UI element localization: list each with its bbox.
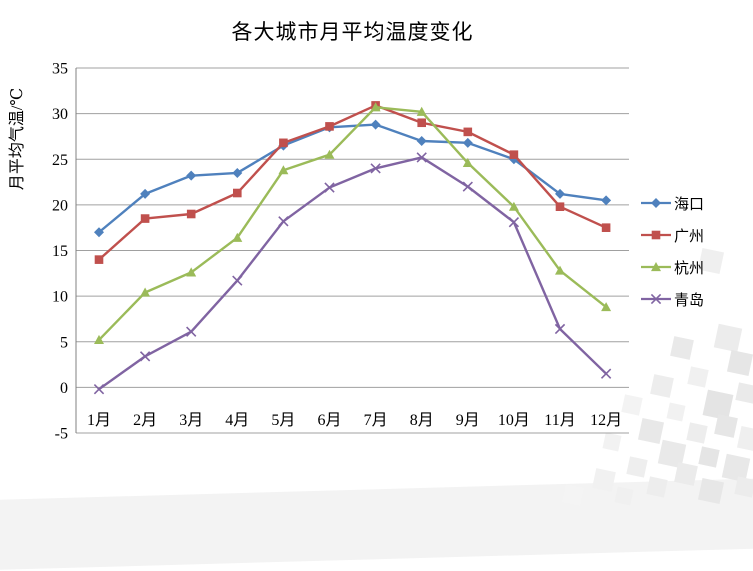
data-point-qingdao-marker: [462, 181, 473, 192]
data-point-guangzhou-marker: [233, 188, 242, 198]
data-point-hangzhou-marker: [94, 334, 104, 345]
data-point-qingdao-marker: [232, 275, 243, 286]
data-point-guangzhou-marker: [279, 138, 288, 148]
x-tick-label: 3月: [179, 412, 203, 429]
y-tick-label: 20: [52, 197, 68, 214]
legend-guangzhou-marker: [651, 230, 661, 240]
data-point-haikou-marker: [416, 136, 427, 146]
data-point-haikou-marker: [94, 227, 104, 238]
data-point-hangzhou-marker: [462, 157, 473, 167]
y-tick-label: 5: [60, 334, 68, 351]
hangzhou-line-marker-icon: [641, 262, 671, 272]
data-point-guangzhou-marker: [94, 255, 104, 264]
x-tick-label: 8月: [410, 412, 434, 429]
series-line-qingdao: [97, 156, 608, 391]
x-tick-label: 11月: [544, 412, 575, 429]
data-point-haikou-marker: [601, 195, 612, 206]
data-point-haikou-marker: [140, 188, 151, 199]
data-point-qingdao-marker: [186, 326, 197, 337]
y-tick-label: 10: [52, 289, 68, 306]
legend-label-guangzhou: 广州: [674, 228, 705, 245]
data-point-guangzhou-marker: [140, 214, 150, 223]
x-tick-label: 1月: [87, 412, 111, 429]
data-point-hangzhou-marker: [278, 165, 289, 175]
data-point-qingdao-marker: [508, 217, 520, 228]
data-point-guangzhou-marker: [601, 223, 611, 232]
legend-item-hangzhou: 杭州: [640, 258, 705, 277]
data-point-qingdao-marker: [416, 152, 427, 163]
data-point-guangzhou-marker: [417, 118, 426, 128]
data-point-haikou-marker: [462, 137, 473, 148]
data-point-hangzhou-marker: [370, 102, 381, 112]
x-tick-label: 9月: [456, 412, 480, 429]
y-tick-label: 15: [52, 243, 68, 260]
y-tick-label: 35: [52, 61, 68, 78]
legend-label-hangzhou: 杭州: [674, 260, 705, 277]
legend-label-qingdao: 青岛: [674, 292, 705, 309]
data-point-haikou-marker: [186, 170, 197, 181]
data-point-qingdao-marker: [600, 368, 612, 379]
data-point-haikou-marker: [370, 119, 381, 130]
data-point-guangzhou-marker: [509, 150, 519, 159]
data-point-hangzhou-marker: [140, 287, 151, 297]
data-point-qingdao-marker: [370, 163, 381, 174]
x-tick-label: 2月: [133, 412, 157, 429]
chart-title: 各大城市月平均温度变化: [231, 20, 474, 44]
data-point-guangzhou-marker: [325, 122, 334, 131]
data-point-haikou-marker: [555, 188, 565, 199]
x-tick-label: 7月: [364, 412, 388, 429]
series-line-hangzhou: [97, 106, 608, 342]
data-point-qingdao-marker: [93, 384, 105, 395]
data-point-haikou-marker: [232, 167, 243, 178]
data-point-hangzhou-marker: [508, 201, 519, 211]
data-point-qingdao-marker: [278, 216, 289, 227]
x-tick-label: 10月: [498, 412, 530, 429]
haikou-line-marker-icon: [641, 198, 671, 208]
y-tick-label: -5: [55, 426, 68, 443]
data-point-qingdao-marker: [139, 351, 151, 362]
data-point-qingdao-marker: [554, 323, 566, 335]
y-tick-label: 30: [52, 106, 68, 123]
y-tick-label: 0: [60, 380, 68, 397]
data-point-hangzhou-marker: [186, 267, 197, 277]
data-point-hangzhou-marker: [232, 232, 243, 242]
y-tick-label: 25: [52, 152, 68, 169]
series-line-guangzhou: [97, 104, 608, 261]
data-point-guangzhou-marker: [463, 127, 473, 137]
data-point-hangzhou-marker: [324, 149, 335, 159]
data-point-hangzhou-marker: [555, 265, 565, 275]
legend-item-guangzhou: 广州: [640, 226, 705, 245]
data-point-guangzhou-marker: [186, 209, 196, 219]
line-chart: 各大城市月平均温度变化 月平均气温/℃ 35 30 25 20 15 10 5 0 -5 1月 2月…: [9, 20, 705, 443]
legend-qingdao-marker: [650, 293, 662, 305]
legend-haikou-marker: [651, 198, 661, 208]
x-tick-label: 12月: [590, 412, 622, 429]
legend-item-haikou: 海口: [640, 194, 705, 213]
legend-item-qingdao: 青岛: [640, 290, 705, 309]
x-tick-label: 5月: [271, 412, 295, 429]
x-tick-label: 4月: [225, 412, 249, 429]
data-point-guangzhou-marker: [555, 202, 565, 211]
legend-label-haikou: 海口: [674, 196, 705, 213]
data-point-hangzhou-marker: [601, 302, 612, 312]
legend-hangzhou-marker: [651, 262, 661, 272]
x-tick-label: 6月: [317, 412, 341, 429]
data-point-qingdao-marker: [324, 182, 335, 193]
qingdao-line-marker-icon: [641, 293, 671, 305]
plot-area: 35 30 25 20 15 10 5 0 -5 1月 2月 3月 4月 5月 6月 7月 8月 9月 10月 11月…: [52, 61, 629, 443]
guangzhou-line-marker-icon: [641, 230, 671, 240]
data-point-hangzhou-marker: [416, 106, 427, 116]
